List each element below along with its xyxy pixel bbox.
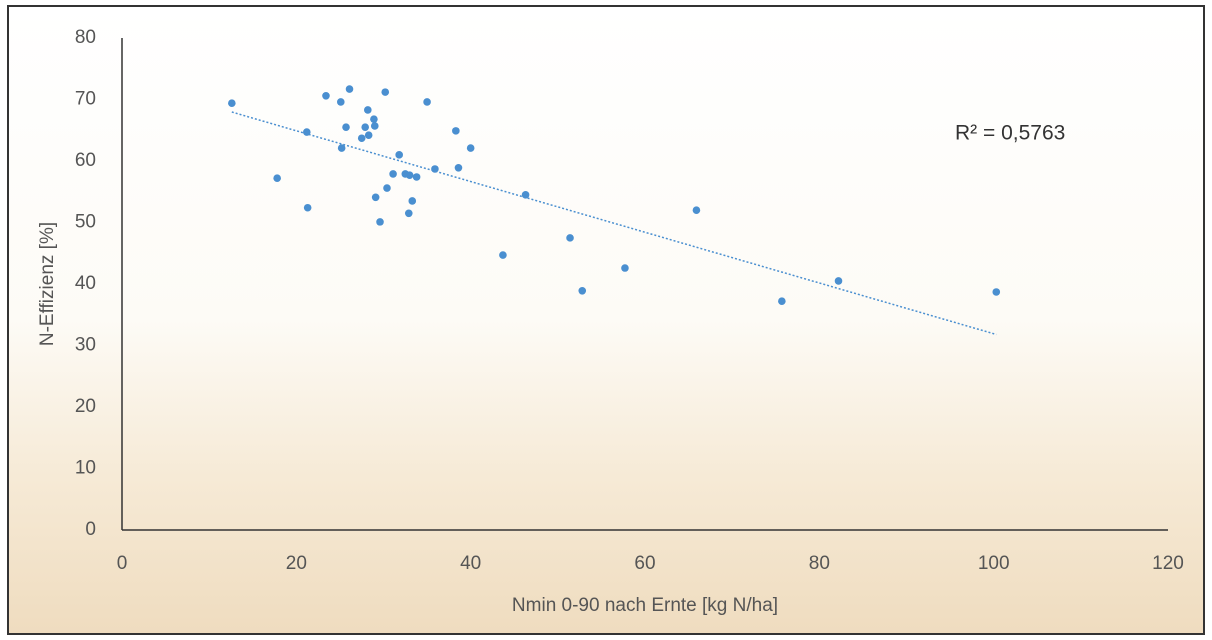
data-point [454, 163, 463, 172]
y-tick-label: 40 [75, 273, 96, 294]
data-point [228, 99, 236, 107]
data-point [466, 144, 475, 152]
y-tick-label: 10 [75, 458, 96, 479]
data-point [381, 88, 390, 96]
y-tick-label: 80 [75, 27, 96, 48]
y-tick-label: 20 [75, 396, 96, 417]
data-point [395, 151, 403, 159]
x-tick-label: 0 [117, 553, 128, 574]
x-tick-label: 100 [978, 553, 1010, 574]
data-point [370, 115, 378, 123]
data-point [621, 264, 629, 272]
data-point [364, 131, 373, 139]
y-tick-label: 30 [75, 335, 96, 356]
y-tick-label: 0 [85, 519, 96, 540]
data-point [302, 128, 311, 136]
data-point [692, 206, 701, 214]
data-point [345, 85, 354, 93]
data-point [273, 174, 281, 183]
data-point [423, 98, 431, 106]
x-axis-title: Nmin 0-90 nach Ernte [kg N/ha] [512, 595, 778, 616]
data-point [834, 277, 843, 285]
data-point [337, 144, 346, 152]
x-tick-label: 80 [809, 553, 830, 574]
data-point [371, 193, 380, 202]
data-point [383, 184, 391, 192]
data-point [357, 134, 366, 143]
trendline [231, 111, 997, 336]
data-point [521, 191, 530, 199]
data-point [408, 197, 417, 205]
data-point [364, 106, 372, 114]
data-point [303, 203, 312, 212]
data-point [342, 123, 350, 131]
y-tick-label: 60 [75, 150, 96, 171]
data-point [578, 286, 587, 295]
y-tick-label: 70 [75, 89, 96, 110]
x-tick-label: 40 [460, 553, 481, 574]
x-tick-label: 60 [634, 553, 655, 574]
data-point [452, 127, 460, 135]
data-point [322, 92, 330, 100]
x-tick-label: 20 [286, 553, 307, 574]
data-point [566, 234, 574, 242]
data-point [389, 170, 397, 178]
data-point [499, 251, 507, 259]
data-point [412, 173, 421, 181]
data-point [376, 218, 384, 226]
chart-frame [7, 5, 1205, 635]
data-point [431, 165, 439, 173]
data-point [361, 123, 369, 131]
y-axis-title: N-Effizienz [%] [37, 222, 58, 346]
data-point [370, 122, 379, 130]
data-point [404, 209, 413, 218]
data-point [992, 288, 1001, 296]
r-squared-annotation: R² = 0,5763 [955, 122, 1065, 145]
data-point [336, 98, 345, 106]
y-tick-label: 50 [75, 212, 96, 233]
data-point [405, 171, 414, 179]
data-point [778, 297, 786, 306]
x-tick-label: 120 [1152, 553, 1184, 574]
